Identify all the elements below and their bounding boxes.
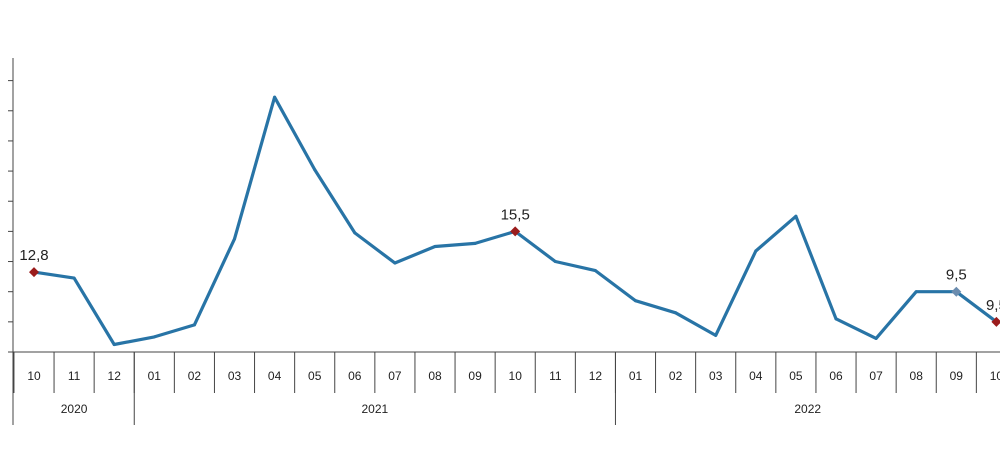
- data-point: [593, 269, 597, 273]
- data-label: 9,5: [946, 267, 967, 284]
- data-point: [553, 260, 557, 264]
- data-point: [273, 95, 277, 99]
- data-label: 15,5: [501, 206, 530, 223]
- x-tick-label: 03: [709, 369, 723, 383]
- data-marker: [29, 267, 39, 278]
- x-tick-label: 01: [629, 369, 643, 383]
- data-label: 9,5: [986, 297, 1000, 314]
- data-point: [674, 311, 678, 315]
- data-point: [754, 249, 758, 253]
- data-point: [473, 241, 477, 245]
- data-marker: [991, 316, 1000, 327]
- year-label: 2022: [794, 402, 821, 416]
- x-tick-label: 05: [789, 369, 803, 383]
- x-tick-label: 02: [669, 369, 683, 383]
- x-tick-label: 09: [950, 369, 964, 383]
- data-label-layer: 12,8 15,5 9,5 9,5: [19, 206, 1000, 327]
- data-label: 12,8: [19, 247, 48, 264]
- x-tick-label: 09: [468, 369, 482, 383]
- data-point: [313, 168, 317, 172]
- year-label: 2020: [61, 402, 88, 416]
- data-point: [192, 323, 196, 327]
- data-point: [353, 231, 357, 235]
- data-point: [834, 317, 838, 321]
- x-tick-label: 06: [348, 369, 362, 383]
- x-tick-label: 10: [509, 369, 523, 383]
- data-point: [714, 333, 718, 337]
- data-marker: [951, 286, 962, 297]
- data-point: [874, 336, 878, 340]
- x-tick-label: 08: [428, 369, 442, 383]
- x-tick-label: 10: [990, 369, 1000, 383]
- data-point: [433, 244, 437, 248]
- data-point: [914, 290, 918, 294]
- data-point: [72, 276, 76, 280]
- x-tick-label: 06: [829, 369, 843, 383]
- x-tick-label: 05: [308, 369, 322, 383]
- x-tick-label: 12: [108, 369, 122, 383]
- x-tick-label: 04: [749, 369, 763, 383]
- x-tick-label: 03: [228, 369, 242, 383]
- x-tick-label: 08: [910, 369, 924, 383]
- data-point: [794, 214, 798, 218]
- data-marker: [510, 226, 521, 237]
- data-point: [634, 299, 637, 303]
- x-tick-label: 10: [27, 369, 41, 383]
- x-tick-label: 02: [188, 369, 202, 383]
- x-tick-label: 07: [388, 369, 402, 383]
- x-tick-label: 11: [68, 369, 81, 383]
- x-tick-label: 07: [869, 369, 883, 383]
- x-tick-label: 01: [148, 369, 162, 383]
- x-tick-label: 11: [549, 369, 562, 383]
- y-axis: [8, 58, 14, 353]
- data-point: [233, 237, 236, 241]
- data-point: [112, 342, 116, 346]
- data-point: [393, 261, 397, 265]
- data-point: [152, 335, 156, 339]
- year-label: 2021: [361, 402, 388, 416]
- x-axis: 10 11 12 01 02 03 04 05 06 07 08 09 10 11 12 01 02 03 04 05…: [12, 351, 1000, 425]
- x-tick-label: 12: [589, 369, 603, 383]
- x-tick-label: 04: [268, 369, 282, 383]
